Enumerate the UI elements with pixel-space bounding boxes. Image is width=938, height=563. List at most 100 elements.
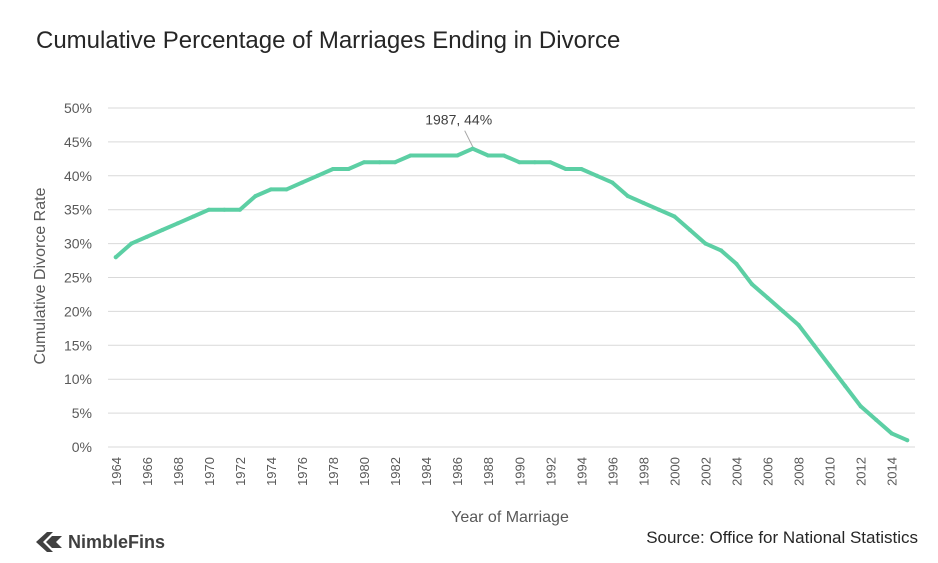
data-point (315, 173, 320, 178)
x-tick-label: 2000 (667, 457, 682, 486)
y-tick-label: 10% (64, 371, 92, 387)
series-group (113, 146, 910, 443)
annotations: 1987, 44% (425, 112, 492, 147)
data-point (113, 255, 118, 260)
data-point (129, 241, 134, 246)
data-point (781, 309, 786, 314)
data-point (299, 180, 304, 185)
data-point (439, 153, 444, 158)
nimblefins-logo-icon (36, 532, 62, 552)
data-point (719, 248, 724, 253)
data-point (206, 207, 211, 212)
data-point (889, 431, 894, 436)
x-tick-label: 1970 (202, 457, 217, 486)
data-point (191, 214, 196, 219)
data-point (594, 173, 599, 178)
y-tick-label: 20% (64, 303, 92, 319)
data-point (424, 153, 429, 158)
data-point (517, 160, 522, 165)
data-point (501, 153, 506, 158)
x-axis-ticks: 1964 1966 1968 1970 1972 1974 1976 1978 1980 1982… (109, 457, 900, 486)
x-tick-label: 1990 (512, 457, 527, 486)
y-tick-label: 50% (64, 100, 92, 116)
data-point (641, 200, 646, 205)
y-tick-label: 35% (64, 202, 92, 218)
x-tick-label: 2006 (761, 457, 776, 486)
data-point (160, 228, 165, 233)
x-tick-label: 2010 (823, 457, 838, 486)
x-tick-label: 1966 (140, 457, 155, 486)
y-tick-label: 45% (64, 134, 92, 150)
x-tick-label: 1982 (388, 457, 403, 486)
data-point (703, 241, 708, 246)
annotation-label: 1987, 44% (425, 112, 492, 128)
x-tick-label: 2004 (730, 457, 745, 486)
y-tick-label: 25% (64, 270, 92, 286)
x-tick-label: 1968 (171, 457, 186, 486)
data-point (734, 261, 739, 266)
x-axis-label: Year of Marriage (451, 509, 569, 526)
y-tick-label: 30% (64, 236, 92, 252)
y-axis-label: Cumulative Divorce Rate (32, 187, 49, 364)
data-point (579, 167, 584, 172)
brand-logo: NimbleFins (36, 530, 165, 554)
y-tick-label: 15% (64, 337, 92, 353)
data-point (672, 214, 677, 219)
data-point (144, 234, 149, 239)
x-tick-label: 2012 (854, 457, 869, 486)
x-tick-label: 1964 (109, 457, 124, 486)
y-axis-ticks: 0% 5% 10% 15% 20% 25% 30% 35% 40% 45% 50% (64, 100, 92, 455)
data-point (393, 160, 398, 165)
x-tick-label: 2008 (792, 457, 807, 486)
data-point (455, 153, 460, 158)
x-tick-label: 1996 (605, 457, 620, 486)
data-point (331, 167, 336, 172)
data-point (377, 160, 382, 165)
data-point (268, 187, 273, 192)
x-tick-label: 2014 (885, 457, 900, 486)
data-point (362, 160, 367, 165)
data-point (843, 383, 848, 388)
data-point (532, 160, 537, 165)
data-point (765, 295, 770, 300)
data-point (408, 153, 413, 158)
annotation-leader (464, 130, 474, 147)
data-point (237, 207, 242, 212)
source-note: Source: Office for National Statistics (646, 528, 918, 547)
x-tick-label: 1972 (233, 457, 248, 486)
data-point (563, 167, 568, 172)
x-tick-label: 1992 (543, 457, 558, 486)
data-point (610, 180, 615, 185)
x-tick-label: 1986 (450, 457, 465, 486)
data-point (687, 228, 692, 233)
data-point (253, 194, 258, 199)
x-tick-label: 1998 (636, 457, 651, 486)
data-point (284, 187, 289, 192)
x-tick-label: 1978 (326, 457, 341, 486)
x-tick-label: 1988 (481, 457, 496, 486)
data-point (827, 363, 832, 368)
data-point (656, 207, 661, 212)
x-tick-label: 2002 (698, 457, 713, 486)
x-tick-label: 1974 (264, 457, 279, 486)
data-point (905, 438, 910, 443)
brand-name: NimbleFins (68, 531, 166, 552)
data-point (346, 167, 351, 172)
x-tick-label: 1994 (574, 457, 589, 486)
data-point (470, 146, 475, 151)
data-point (625, 194, 630, 199)
data-point (874, 417, 879, 422)
data-point (750, 282, 755, 287)
x-tick-label: 1984 (419, 457, 434, 486)
data-point (222, 207, 227, 212)
chart-title: Cumulative Percentage of Marriages Endin… (36, 27, 621, 54)
y-tick-label: 40% (64, 168, 92, 184)
series-line (113, 146, 910, 443)
x-tick-label: 1980 (357, 457, 372, 486)
data-point (486, 153, 491, 158)
y-tick-label: 5% (72, 405, 92, 421)
x-tick-label: 1976 (295, 457, 310, 486)
data-point (796, 322, 801, 327)
data-point (858, 404, 863, 409)
